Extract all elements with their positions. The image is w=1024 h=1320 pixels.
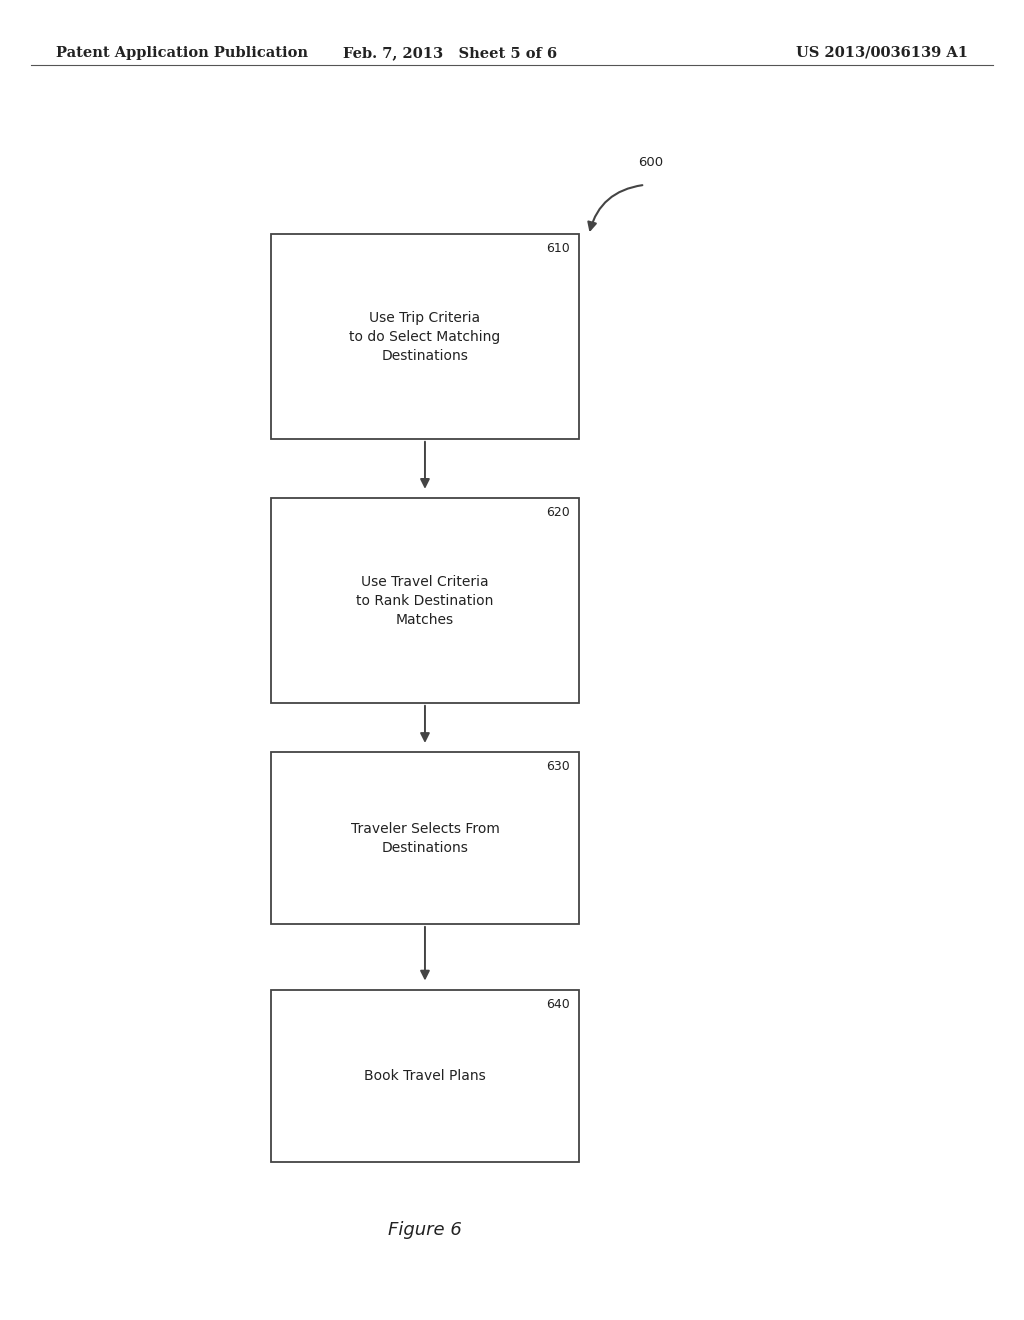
Text: Use Trip Criteria
to do Select Matching
Destinations: Use Trip Criteria to do Select Matching …	[349, 310, 501, 363]
Bar	[271, 752, 579, 924]
Text: 620: 620	[547, 506, 570, 519]
Text: Feb. 7, 2013   Sheet 5 of 6: Feb. 7, 2013 Sheet 5 of 6	[343, 46, 558, 59]
Text: 600: 600	[638, 156, 663, 169]
Bar	[271, 498, 579, 702]
Text: Book Travel Plans: Book Travel Plans	[365, 1069, 485, 1082]
Text: 630: 630	[547, 760, 570, 774]
Text: 640: 640	[547, 998, 570, 1011]
Text: Traveler Selects From
Destinations: Traveler Selects From Destinations	[350, 822, 500, 854]
FancyArrowPatch shape	[589, 185, 642, 230]
Text: US 2013/0036139 A1: US 2013/0036139 A1	[796, 46, 968, 59]
Text: Patent Application Publication: Patent Application Publication	[56, 46, 308, 59]
Text: Figure 6: Figure 6	[388, 1221, 462, 1239]
Text: 610: 610	[547, 243, 570, 255]
Bar	[271, 235, 579, 438]
Bar	[271, 990, 579, 1162]
Text: Use Travel Criteria
to Rank Destination
Matches: Use Travel Criteria to Rank Destination …	[356, 574, 494, 627]
